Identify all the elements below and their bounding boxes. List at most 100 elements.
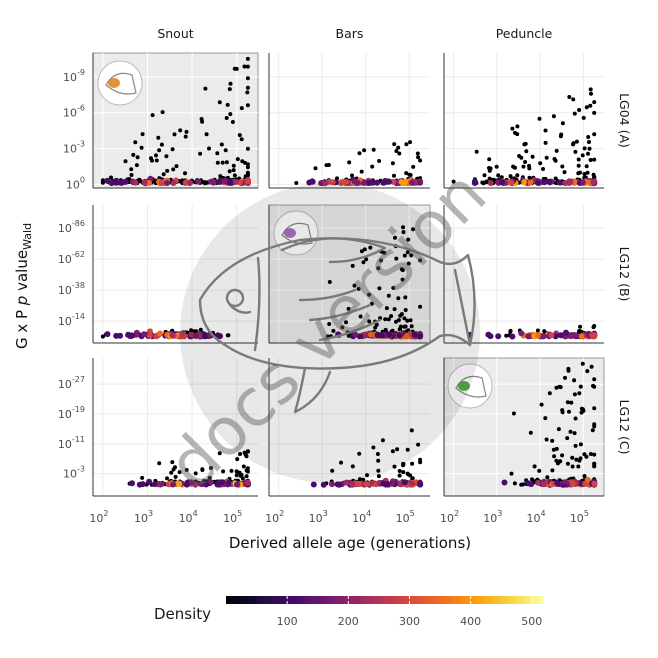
legend-colorbar <box>226 596 544 604</box>
density-point <box>471 178 478 185</box>
data-point <box>393 235 397 240</box>
data-point <box>403 324 408 329</box>
data-point <box>580 361 585 366</box>
data-point <box>139 145 144 150</box>
density-point <box>146 332 153 339</box>
data-point <box>371 147 376 152</box>
data-point <box>403 308 408 312</box>
data-point <box>129 167 134 172</box>
data-point <box>584 105 589 110</box>
panel-lg12-c--bars <box>268 358 430 497</box>
data-point <box>239 106 244 111</box>
data-point <box>390 449 395 454</box>
density-point <box>409 179 416 186</box>
density-point <box>352 331 359 338</box>
data-point <box>200 468 205 472</box>
density-point <box>569 480 576 487</box>
data-point <box>217 100 222 105</box>
y-tick-label: 10-14 <box>58 312 85 328</box>
density-point <box>198 481 205 488</box>
data-point <box>245 103 250 108</box>
data-point <box>551 447 556 452</box>
y-tick-label: 10-19 <box>58 405 85 421</box>
y-axis-title: G x P p valueWald <box>13 223 34 349</box>
data-point <box>350 173 354 178</box>
data-point <box>398 313 403 318</box>
density-point <box>562 479 569 486</box>
data-point <box>392 142 397 147</box>
row-strip-label: LG12 (B) <box>617 247 632 302</box>
data-point <box>172 132 177 137</box>
data-point <box>231 163 236 168</box>
density-point <box>113 179 120 186</box>
density-point <box>129 480 135 487</box>
data-point <box>409 324 414 329</box>
data-point <box>515 124 520 129</box>
data-point <box>394 319 398 324</box>
density-point <box>518 330 525 337</box>
data-point <box>198 327 203 332</box>
data-point <box>589 364 594 369</box>
data-point <box>482 180 487 185</box>
data-point <box>235 457 240 462</box>
data-point <box>588 158 593 162</box>
x-tick-label: 104 <box>527 509 546 525</box>
data-point <box>386 317 391 322</box>
data-point <box>159 142 164 147</box>
data-point <box>189 328 194 333</box>
data-point <box>359 169 364 174</box>
panel-lg04-a--snout <box>92 52 259 189</box>
density-point <box>336 481 343 488</box>
titles: Derived allele age (generations) G x P p… <box>13 223 471 552</box>
data-point <box>371 445 376 450</box>
data-point <box>530 154 535 159</box>
data-point <box>396 318 401 323</box>
data-point <box>294 181 299 185</box>
data-point <box>327 280 332 284</box>
data-point <box>359 249 364 254</box>
density-point <box>380 179 387 186</box>
x-tick-label: 102 <box>265 509 284 525</box>
data-point <box>411 227 415 232</box>
data-point <box>588 452 593 456</box>
density-point <box>117 179 124 186</box>
density-point <box>591 480 598 487</box>
data-point <box>519 155 524 160</box>
density-point <box>169 332 176 339</box>
density-point <box>108 180 115 187</box>
density-point <box>501 479 508 486</box>
data-point <box>578 170 582 175</box>
x-axis-title: Derived allele age (generations) <box>229 534 471 552</box>
data-point <box>402 316 407 321</box>
data-point <box>358 314 363 319</box>
data-point <box>231 168 236 173</box>
data-point <box>573 416 578 421</box>
row-strip-label: LG12 (C) <box>617 399 632 454</box>
data-point <box>562 170 567 175</box>
data-point <box>367 292 372 297</box>
data-point <box>184 468 189 472</box>
data-point <box>209 466 213 470</box>
data-point <box>100 180 105 185</box>
density-point <box>541 179 548 186</box>
data-point <box>376 458 381 463</box>
data-point <box>543 416 548 421</box>
density-point <box>225 479 232 486</box>
data-point <box>572 111 577 116</box>
data-point <box>509 471 514 476</box>
panel-background <box>269 53 430 188</box>
data-point <box>383 317 388 322</box>
data-point <box>347 160 352 165</box>
density-point <box>186 180 193 187</box>
data-point <box>399 267 404 272</box>
x-tick-label: 102 <box>89 509 108 525</box>
data-point <box>545 475 550 480</box>
density-point <box>132 179 139 186</box>
density-point <box>417 481 424 488</box>
data-point <box>350 263 355 268</box>
data-point <box>547 391 552 396</box>
y-tick-label: 10-38 <box>58 281 85 297</box>
density-point <box>195 178 202 185</box>
x-tick-label: 105 <box>396 509 415 525</box>
data-point <box>245 56 250 61</box>
